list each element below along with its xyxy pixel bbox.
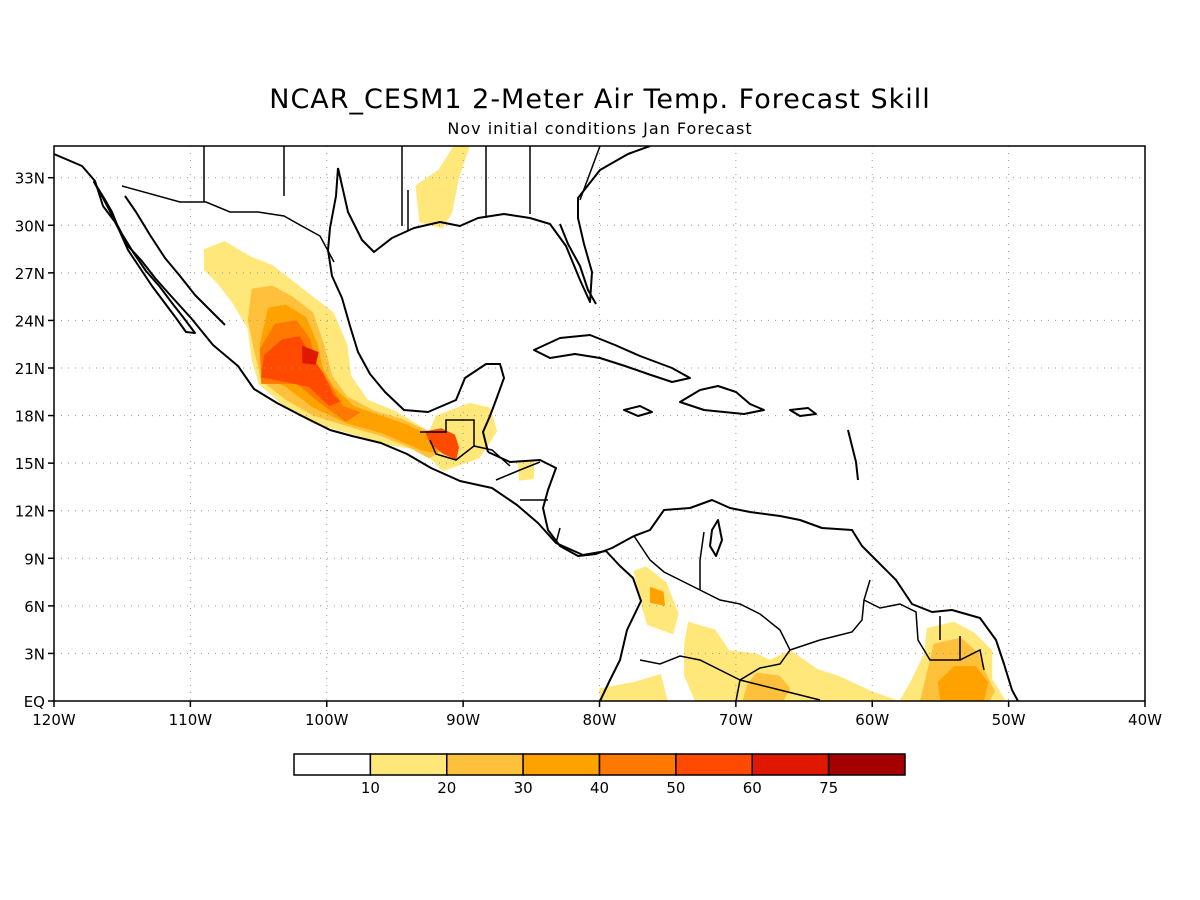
lon-tick-label: 100W (305, 711, 349, 729)
colorbar-label: 30 (514, 779, 533, 797)
lat-tick-label: 21N (15, 360, 45, 378)
puerto-rico-coastline (789, 407, 817, 417)
central-america-borders (473, 445, 561, 544)
lon-tick-label: 120W (32, 711, 76, 729)
jamaica-coastline (623, 405, 653, 417)
lat-tick-label: 3N (24, 645, 45, 663)
lon-tick-label: 50W (992, 711, 1026, 729)
lat-tick-label: 33N (15, 170, 45, 188)
cuba-coastline (533, 334, 691, 383)
colorbar-swatch (446, 753, 524, 776)
texas-louisiana-coastline (337, 146, 651, 303)
skill-region-amazon-10 (684, 621, 900, 701)
lon-tick-label: 80W (583, 711, 617, 729)
lon-tick-label: 90W (446, 711, 480, 729)
skill-region-guatemala-50 (424, 428, 459, 460)
skill-region-honduras-10 (517, 460, 534, 481)
skill-region-colombia-30 (650, 586, 665, 606)
skill-shading (204, 146, 1006, 701)
lat-tick-label: 15N (15, 455, 45, 473)
lat-tick-label: 27N (15, 265, 45, 283)
lon-tick-label: 70W (719, 711, 753, 729)
lon-tick-label: 60W (855, 711, 889, 729)
colorbar-swatch (598, 753, 677, 776)
gulf-of-mexico-coastline (327, 167, 505, 453)
map-subtitle: Nov initial conditions Jan Forecast (447, 119, 753, 138)
south-america-borders (633, 531, 985, 701)
colorbar-swatch (293, 753, 372, 776)
lat-tick-label: 6N (24, 598, 45, 616)
skill-region-guiana-30 (937, 666, 989, 701)
grid-lines (54, 146, 1145, 701)
skill-region-mexico-west-60 (302, 345, 319, 365)
colorbar-swatch (675, 753, 753, 776)
hispaniola-coastline (679, 385, 765, 415)
lon-tick-label: 40W (1128, 711, 1162, 729)
skill-region-louisiana-10 (415, 146, 470, 229)
lat-tick-label: 12N (15, 503, 45, 521)
colorbar-swatch (369, 753, 448, 776)
us-state-borders (203, 146, 601, 230)
skill-region-amazon-10 (599, 674, 668, 701)
colorbar-label: 40 (590, 779, 609, 797)
colorbar-label: 10 (361, 779, 380, 797)
us-mexico-border (121, 185, 335, 263)
lat-tick-label: EQ (24, 693, 45, 711)
colorbar-label: 20 (437, 779, 456, 797)
lat-tick-label: 30N (15, 217, 45, 235)
lat-tick-label: 18N (15, 408, 45, 426)
colorbar-swatch (827, 753, 906, 776)
caribbean-central-america-coastline (487, 451, 1019, 701)
colorbar-swatch (522, 753, 601, 776)
colorbar-swatch (751, 753, 830, 776)
baja-california-coastline (93, 181, 196, 334)
coastlines (54, 146, 1019, 701)
lat-tick-label: 24N (15, 312, 45, 330)
colorbar-label: 60 (743, 779, 762, 797)
sonora-coastline (124, 195, 226, 326)
colorbar: 10 20 30 40 50 60 75 (293, 753, 906, 797)
florida-coastline (559, 223, 597, 305)
skill-region-mexico-west-50 (261, 336, 341, 407)
country-borders (121, 146, 985, 701)
guatemala-borders (420, 419, 475, 461)
lake-maracaibo (709, 519, 723, 557)
colorbar-label: 50 (666, 779, 685, 797)
lon-tick-label: 110W (169, 711, 213, 729)
colorbar-label: 75 (819, 779, 838, 797)
antilles-coastline (847, 429, 859, 481)
map-frame (53, 145, 1146, 702)
lat-tick-label: 9N (24, 550, 45, 568)
map-title: NCAR_CESM1 2-Meter Air Temp. Forecast Sk… (269, 84, 931, 115)
